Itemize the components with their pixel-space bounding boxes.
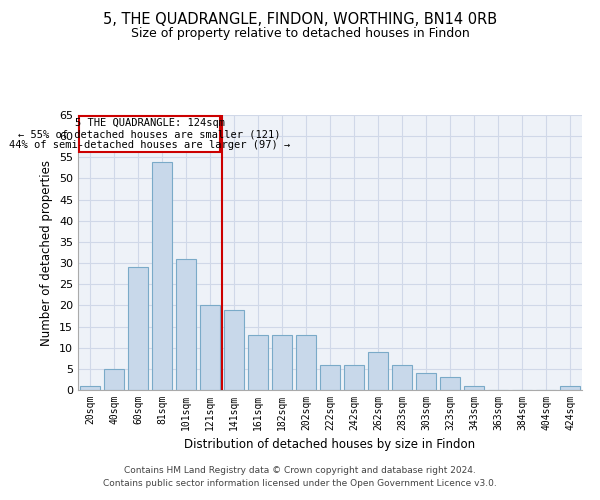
Bar [560, 386, 580, 390]
Bar [272, 335, 292, 390]
Text: 44% of semi-detached houses are larger (97) →: 44% of semi-detached houses are larger (… [9, 140, 290, 149]
Bar [104, 369, 124, 390]
Text: 5 THE QUADRANGLE: 124sqm: 5 THE QUADRANGLE: 124sqm [74, 118, 224, 128]
Bar [392, 364, 412, 390]
Text: Contains HM Land Registry data © Crown copyright and database right 2024.
Contai: Contains HM Land Registry data © Crown c… [103, 466, 497, 487]
Bar [368, 352, 388, 390]
Bar [416, 373, 436, 390]
Bar [440, 378, 460, 390]
Bar [176, 259, 196, 390]
Bar [200, 306, 220, 390]
Text: 5, THE QUADRANGLE, FINDON, WORTHING, BN14 0RB: 5, THE QUADRANGLE, FINDON, WORTHING, BN1… [103, 12, 497, 28]
Bar [80, 386, 100, 390]
X-axis label: Distribution of detached houses by size in Findon: Distribution of detached houses by size … [184, 438, 476, 452]
Bar [320, 364, 340, 390]
Bar [224, 310, 244, 390]
Bar [152, 162, 172, 390]
FancyBboxPatch shape [79, 116, 220, 152]
Text: ← 55% of detached houses are smaller (121): ← 55% of detached houses are smaller (12… [19, 129, 281, 139]
Bar [464, 386, 484, 390]
Bar [296, 335, 316, 390]
Bar [344, 364, 364, 390]
Bar [128, 268, 148, 390]
Text: Size of property relative to detached houses in Findon: Size of property relative to detached ho… [131, 28, 469, 40]
Y-axis label: Number of detached properties: Number of detached properties [40, 160, 53, 346]
Bar [248, 335, 268, 390]
